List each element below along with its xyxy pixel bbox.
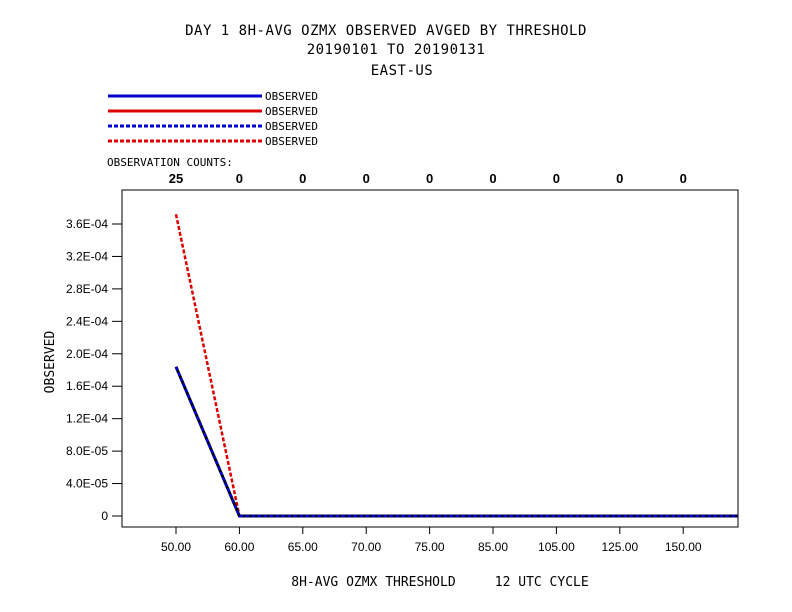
series-line-2 xyxy=(174,366,738,518)
x-tick-label-4: 75.00 xyxy=(415,540,445,554)
chart-title-line-2: 20190101 TO 20190131 xyxy=(307,42,486,58)
series-line-0 xyxy=(174,366,738,518)
y-tick-label-8: 3.2E-04 xyxy=(66,249,108,263)
count-label-1: 0 xyxy=(236,171,243,186)
y-tick-label-9: 3.6E-04 xyxy=(66,217,108,231)
plot-frame xyxy=(121,189,739,528)
x-tick-label-6: 105.00 xyxy=(538,540,575,554)
count-label-8: 0 xyxy=(680,171,687,186)
count-label-7: 0 xyxy=(616,171,623,186)
observation-counts: 25 0 0 0 0 0 0 0 0 xyxy=(169,171,687,186)
x-axis: 50.00 60.00 65.00 70.00 75.00 85.00 105.00 125.… xyxy=(161,527,702,554)
chart-title-line-3: EAST-US xyxy=(371,63,434,79)
x-axis-label: 8H-AVG OZMX THRESHOLD 12 UTC CYCLE xyxy=(291,575,588,590)
legend: OBSERVED OBSERVED OBSERVED OBSERVED xyxy=(108,90,318,148)
y-tick-label-3: 1.2E-04 xyxy=(66,412,108,426)
x-tick-label-5: 85.00 xyxy=(478,540,508,554)
legend-label-1: OBSERVED xyxy=(265,105,318,118)
legend-label-3: OBSERVED xyxy=(265,135,318,148)
x-tick-label-2: 65.00 xyxy=(288,540,318,554)
legend-label-0: OBSERVED xyxy=(265,90,318,103)
y-tick-label-4: 1.6E-04 xyxy=(66,379,108,393)
y-axis-label: OBSERVED xyxy=(43,331,58,394)
x-tick-label-8: 150.00 xyxy=(665,540,702,554)
y-tick-label-5: 2.0E-04 xyxy=(66,347,108,361)
count-label-6: 0 xyxy=(553,171,560,186)
y-tick-label-7: 2.8E-04 xyxy=(66,282,108,296)
count-label-5: 0 xyxy=(489,171,496,186)
x-tick-label-1: 60.00 xyxy=(224,540,254,554)
count-label-0: 25 xyxy=(169,171,183,186)
observation-counts-label: OBSERVATION COUNTS: xyxy=(107,156,233,169)
y-tick-label-2: 8.0E-05 xyxy=(66,444,108,458)
y-tick-label-6: 2.4E-04 xyxy=(66,314,108,328)
y-axis: 0 4.0E-05 8.0E-05 1.2E-04 1.6E-04 2.0E-04 2.4E… xyxy=(66,217,122,523)
y-tick-label-1: 4.0E-05 xyxy=(66,477,108,491)
x-tick-label-7: 125.00 xyxy=(601,540,638,554)
legend-label-2: OBSERVED xyxy=(265,120,318,133)
y-tick-label-0: 0 xyxy=(101,509,108,523)
x-tick-label-0: 50.00 xyxy=(161,540,191,554)
chart-title-line-1: DAY 1 8H-AVG OZMX OBSERVED AVGED BY THRE… xyxy=(185,23,587,39)
count-label-4: 0 xyxy=(426,171,433,186)
series-line-3 xyxy=(174,214,738,518)
count-label-2: 0 xyxy=(299,171,306,186)
series-group xyxy=(174,214,738,518)
series-line-1 xyxy=(174,366,738,518)
x-tick-label-3: 70.00 xyxy=(351,540,381,554)
count-label-3: 0 xyxy=(363,171,370,186)
